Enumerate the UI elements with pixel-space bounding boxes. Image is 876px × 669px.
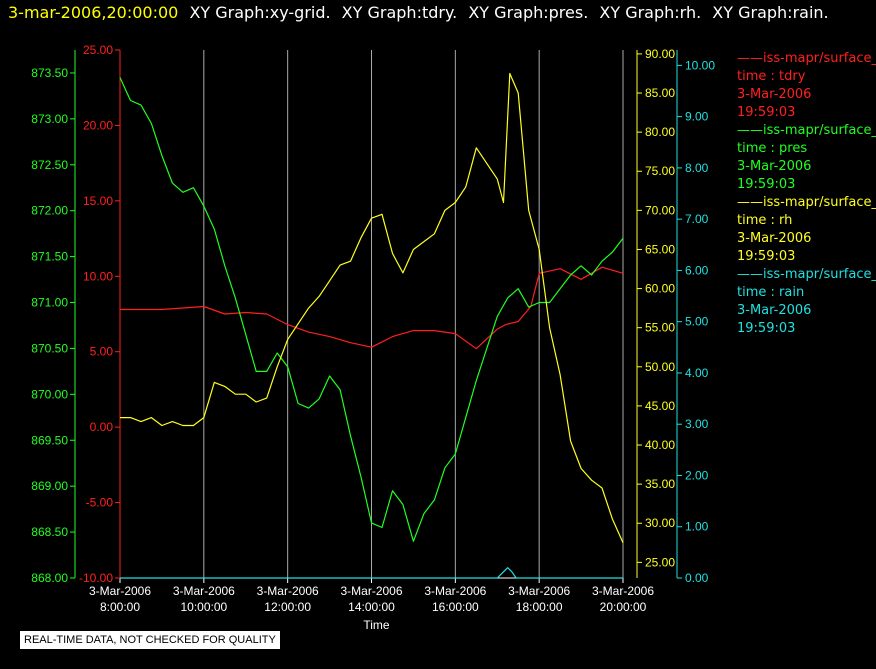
y-tick-label-pres: 869.00: [31, 479, 68, 493]
x-tick-label-time: 14:00:00: [348, 600, 395, 614]
y-tick-label-rh: 70.00: [645, 203, 675, 217]
y-tick-label-pres: 868.50: [31, 525, 68, 539]
legend-pres-time: 19:59:03: [737, 177, 796, 192]
x-tick-label-time: 16:00:00: [432, 600, 479, 614]
y-tick-label-pres: 872.00: [31, 204, 68, 218]
header: 3-mar-2006,20:00:00 XY Graph:xy-grid. XY…: [8, 3, 829, 22]
y-tick-label-tdry: 20.00: [83, 118, 113, 132]
y-tick-label-rain: 8.00: [685, 161, 709, 175]
header-graph-rh: XY Graph:rh.: [599, 3, 702, 22]
legend-rain-name: ——iss-mapr/surface_: [737, 266, 876, 284]
legend-pres-date: 3-Mar-2006: [737, 159, 812, 174]
legend-pres: ——iss-mapr/surface_ time : pres 3-Mar-20…: [737, 122, 876, 194]
y-tick-label-rain: 2.00: [685, 468, 709, 482]
y-tick-label-rh: 60.00: [645, 282, 675, 296]
legend-tdry-name-text: iss-mapr/surface_: [763, 51, 876, 66]
header-graph-tdry: XY Graph:tdry.: [341, 3, 458, 22]
x-tick-label-date: 3-Mar-2006: [424, 584, 486, 598]
legend-rain-date: 3-Mar-2006: [737, 303, 812, 318]
x-tick-label-date: 3-Mar-2006: [340, 584, 402, 598]
y-tick-label-rain: 5.00: [685, 315, 709, 329]
y-tick-label-rain: 0.00: [685, 571, 709, 585]
legend-tdry-name: ——iss-mapr/surface_: [737, 50, 876, 68]
y-tick-label-pres: 873.00: [31, 112, 68, 126]
x-tick-label-time: 8:00:00: [100, 600, 140, 614]
legend-rh-time: 19:59:03: [737, 249, 796, 264]
legend-rh-date: 3-Mar-2006: [737, 231, 812, 246]
header-graph-pres: XY Graph:pres.: [468, 3, 589, 22]
series-line-rh: [120, 72, 624, 544]
y-tick-label-rain: 9.00: [685, 110, 709, 124]
x-tick-label-date: 3-Mar-2006: [257, 584, 319, 598]
y-tick-label-tdry: 10.00: [83, 269, 113, 283]
y-tick-label-rh: 85.00: [645, 86, 675, 100]
y-tick-label-tdry: 25.00: [83, 43, 113, 57]
x-tick-label-date: 3-Mar-2006: [508, 584, 570, 598]
x-tick-label-time: 12:00:00: [264, 600, 311, 614]
y-tick-label-rh: 35.00: [645, 477, 675, 491]
y-tick-label-tdry: 5.00: [90, 345, 114, 359]
legend-tdry-date: 3-Mar-2006: [737, 87, 812, 102]
legend-pres-name: ——iss-mapr/surface_: [737, 122, 876, 140]
y-tick-label-rh: 40.00: [645, 438, 675, 452]
legend-pres-name-text: iss-mapr/surface_: [763, 123, 876, 138]
y-tick-label-rh: 65.00: [645, 242, 675, 256]
x-tick-label-time: 20:00:00: [600, 600, 647, 614]
legend-rh: ——iss-mapr/surface_ time : rh 3-Mar-2006…: [737, 194, 876, 266]
y-tick-label-rh: 75.00: [645, 164, 675, 178]
legend-rh-param: time : rh: [737, 213, 793, 228]
legend-rain-name-text: iss-mapr/surface_: [763, 267, 876, 282]
header-graph-xy-grid: XY Graph:xy-grid.: [189, 3, 331, 22]
y-tick-label-rain: 7.00: [685, 212, 709, 226]
x-tick-label-time: 10:00:00: [180, 600, 227, 614]
series-line-pres: [119, 77, 624, 542]
y-tick-label-tdry: -10.00: [79, 571, 113, 585]
legend-rh-name-text: iss-mapr/surface_: [763, 195, 876, 210]
y-tick-label-rh: 50.00: [645, 360, 675, 374]
header-graph-rain: XY Graph:rain.: [712, 3, 829, 22]
y-tick-label-rain: 10.00: [685, 58, 715, 72]
y-tick-label-rain: 6.00: [685, 263, 709, 277]
y-tick-label-tdry: -5.00: [86, 496, 114, 510]
legend-rain-param: time : rain: [737, 285, 805, 300]
y-tick-label-tdry: 15.00: [83, 194, 113, 208]
legend-pres-param: time : pres: [737, 141, 808, 156]
x-tick-label-time: 18:00:00: [516, 600, 563, 614]
y-tick-label-rh: 30.00: [645, 516, 675, 530]
legend-tdry-time: 19:59:03: [737, 105, 796, 120]
x-axis-label: Time: [363, 618, 390, 632]
y-tick-label-pres: 870.50: [31, 341, 68, 355]
header-time: 3-mar-2006,20:00:00: [8, 3, 179, 22]
y-tick-label-rain: 1.00: [685, 520, 709, 534]
x-tick-label-date: 3-Mar-2006: [89, 584, 151, 598]
y-tick-label-tdry: 0.00: [90, 420, 114, 434]
y-tick-label-rain: 3.00: [685, 417, 709, 431]
series-line-tdry: [120, 266, 624, 350]
y-tick-label-pres: 870.00: [31, 387, 68, 401]
legend-rain-time: 19:59:03: [737, 321, 796, 336]
y-tick-label-rh: 90.00: [645, 47, 675, 61]
y-tick-label-rh: 55.00: [645, 321, 675, 335]
quality-disclaimer: REAL-TIME DATA, NOT CHECKED FOR QUALITY: [20, 631, 280, 649]
y-tick-label-rain: 4.00: [685, 366, 709, 380]
legend-tdry: ——iss-mapr/surface_ time : tdry 3-Mar-20…: [737, 50, 876, 122]
y-tick-label-pres: 871.50: [31, 250, 68, 264]
legend-rain: ——iss-mapr/surface_ time : rain 3-Mar-20…: [737, 266, 876, 338]
y-tick-label-pres: 873.50: [31, 66, 68, 80]
y-tick-label-rh: 45.00: [645, 399, 675, 413]
legend-rh-name: ——iss-mapr/surface_: [737, 194, 876, 212]
legend-tdry-param: time : tdry: [737, 69, 806, 84]
y-tick-label-rh: 80.00: [645, 125, 675, 139]
y-tick-label-pres: 871.00: [31, 296, 68, 310]
x-tick-label-date: 3-Mar-2006: [173, 584, 235, 598]
y-tick-label-pres: 872.50: [31, 158, 68, 172]
x-tick-label-date: 3-Mar-2006: [592, 584, 654, 598]
y-tick-label-rh: 25.00: [645, 555, 675, 569]
series-line-rain: [120, 567, 623, 579]
y-tick-label-pres: 869.50: [31, 433, 68, 447]
y-tick-label-pres: 868.00: [31, 571, 68, 585]
